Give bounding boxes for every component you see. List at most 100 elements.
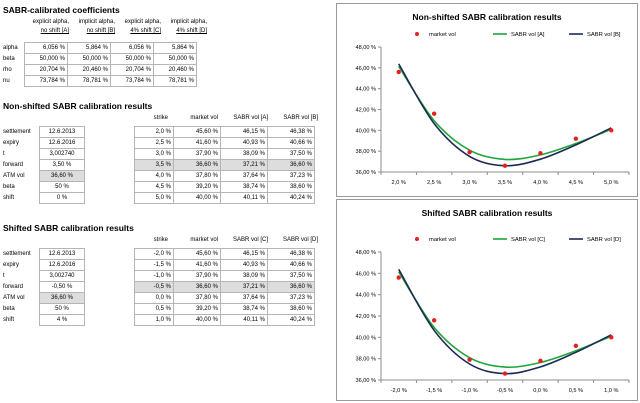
sabr-b-cell[interactable]: 40,24 %: [267, 192, 315, 204]
strike-cell[interactable]: -1,0 %: [134, 270, 174, 282]
coef-cell[interactable]: 50,000 %: [67, 53, 111, 65]
strike-cell[interactable]: 4,5 %: [134, 181, 174, 193]
param-value[interactable]: 3,002740: [39, 148, 85, 160]
sabr-b-cell[interactable]: 46,38 %: [267, 126, 315, 138]
strike-cell[interactable]: 3,5 %: [134, 159, 174, 171]
table-row: 3,5 % 36,60 % 37,21 % 36,60 %: [134, 159, 315, 171]
col-header: SABR vol [A]: [233, 115, 268, 121]
sabr-d-cell[interactable]: 40,24 %: [267, 314, 315, 326]
coef-label: alpha: [3, 45, 18, 51]
market-vol-cell[interactable]: 45,60 %: [173, 248, 221, 260]
coef-header-a1: explicit alpha,: [32, 19, 69, 25]
sabr-c-cell[interactable]: 37,21 %: [220, 281, 268, 293]
sabr-a-cell[interactable]: 37,64 %: [220, 170, 268, 182]
sabr-d-cell[interactable]: 37,23 %: [267, 292, 315, 304]
market-vol-cell[interactable]: 39,20 %: [173, 181, 221, 193]
strike-cell[interactable]: 0,5 %: [134, 303, 174, 315]
market-vol-cell[interactable]: 37,80 %: [173, 292, 221, 304]
coef-cell[interactable]: 78,781 %: [67, 75, 111, 87]
col-header: SABR vol [C]: [232, 237, 268, 243]
sabr-c-cell[interactable]: 38,74 %: [220, 303, 268, 315]
coef-cell[interactable]: 50,000 %: [24, 53, 68, 65]
strike-cell[interactable]: -1,5 %: [134, 259, 174, 271]
param-value[interactable]: 12.6.2013: [39, 126, 85, 138]
market-vol-cell[interactable]: 36,60 %: [173, 281, 221, 293]
coef-cell[interactable]: 6,056 %: [24, 42, 68, 54]
sabr-a-cell[interactable]: 38,09 %: [220, 148, 268, 160]
strike-cell[interactable]: -0,5 %: [134, 281, 174, 293]
strike-cell[interactable]: 5,0 %: [134, 192, 174, 204]
sabr-a-cell[interactable]: 46,15 %: [220, 126, 268, 138]
sabr-b-cell[interactable]: 38,60 %: [267, 181, 315, 193]
y-tick-label: 46,00 %: [355, 271, 376, 277]
sabr-c-cell[interactable]: 37,64 %: [220, 292, 268, 304]
sabr-b-cell[interactable]: 36,60 %: [267, 159, 315, 171]
table-row: 2,0 % 45,60 % 46,15 % 46,38 %: [134, 126, 315, 138]
market-vol-cell[interactable]: 40,00 %: [173, 314, 221, 326]
coef-cell[interactable]: 20,704 %: [110, 64, 154, 76]
coef-cell[interactable]: 73,784 %: [24, 75, 68, 87]
market-vol-point: [431, 318, 437, 323]
sabr-b-cell[interactable]: 40,66 %: [267, 137, 315, 149]
sabr-a-cell[interactable]: 38,74 %: [220, 181, 268, 193]
param-value[interactable]: 36,60 %: [39, 170, 85, 182]
sabr-d-cell[interactable]: 36,60 %: [267, 281, 315, 293]
coef-cell[interactable]: 5,864 %: [153, 42, 197, 54]
sabr-c-cell[interactable]: 40,11 %: [220, 314, 268, 326]
param-value[interactable]: 3,50 %: [39, 159, 85, 171]
market-vol-cell[interactable]: 37,90 %: [173, 270, 221, 282]
sabr-d-cell[interactable]: 38,60 %: [267, 303, 315, 315]
coef-row-beta: beta 50,000 % 50,000 % 50,000 % 50,000 %: [3, 53, 197, 65]
param-value[interactable]: 12.6.2016: [39, 259, 85, 271]
sabr-b-cell[interactable]: 37,23 %: [267, 170, 315, 182]
nonshifted-chart[interactable]: Non-shifted SABR calibration results 36,…: [336, 3, 638, 197]
param-value[interactable]: 50 %: [39, 303, 85, 315]
market-vol-cell[interactable]: 37,80 %: [173, 170, 221, 182]
market-vol-cell[interactable]: 39,20 %: [173, 303, 221, 315]
market-vol-cell[interactable]: 36,60 %: [173, 159, 221, 171]
sabr-a-cell[interactable]: 40,11 %: [220, 192, 268, 204]
x-tick-label: 0,0 %: [533, 388, 547, 394]
param-value[interactable]: 3,002740: [39, 270, 85, 282]
param-value[interactable]: -0,50 %: [39, 281, 85, 293]
sabr-c-cell[interactable]: 46,15 %: [220, 248, 268, 260]
strike-cell[interactable]: 2,0 %: [134, 126, 174, 138]
market-vol-cell[interactable]: 41,60 %: [173, 137, 221, 149]
sabr-c-cell[interactable]: 40,93 %: [220, 259, 268, 271]
coef-cell[interactable]: 20,460 %: [67, 64, 111, 76]
coef-cell[interactable]: 50,000 %: [110, 53, 154, 65]
coef-cell[interactable]: 50,000 %: [153, 53, 197, 65]
coef-cell[interactable]: 20,460 %: [153, 64, 197, 76]
strike-cell[interactable]: -2,0 %: [134, 248, 174, 260]
strike-cell[interactable]: 0,0 %: [134, 292, 174, 304]
sabr-a-cell[interactable]: 40,93 %: [220, 137, 268, 149]
strike-cell[interactable]: 1,0 %: [134, 314, 174, 326]
param-value[interactable]: 36,60 %: [39, 292, 85, 304]
param-value[interactable]: 4 %: [39, 314, 85, 326]
sabr-c-cell[interactable]: 38,09 %: [220, 270, 268, 282]
coef-cell[interactable]: 73,784 %: [110, 75, 154, 87]
strike-cell[interactable]: 4,0 %: [134, 170, 174, 182]
param-value[interactable]: 0 %: [39, 192, 85, 204]
sabr-a-cell[interactable]: 37,21 %: [220, 159, 268, 171]
param-value[interactable]: 12.6.2016: [39, 137, 85, 149]
param-value[interactable]: 50 %: [39, 181, 85, 193]
coef-cell[interactable]: 6,056 %: [110, 42, 154, 54]
market-vol-cell[interactable]: 45,60 %: [173, 126, 221, 138]
market-vol-cell[interactable]: 40,00 %: [173, 192, 221, 204]
sabr-d-cell[interactable]: 40,66 %: [267, 259, 315, 271]
shifted-chart[interactable]: Shifted SABR calibration results 36,00 %…: [336, 199, 638, 401]
market-vol-cell[interactable]: 41,60 %: [173, 259, 221, 271]
strike-cell[interactable]: 3,0 %: [134, 148, 174, 160]
sabr-d-cell[interactable]: 37,50 %: [267, 270, 315, 282]
param-value[interactable]: 12.6.2013: [39, 248, 85, 260]
y-tick-label: 42,00 %: [355, 314, 376, 320]
strike-cell[interactable]: 2,5 %: [134, 137, 174, 149]
market-vol-cell[interactable]: 37,90 %: [173, 148, 221, 160]
coef-cell[interactable]: 78,781 %: [153, 75, 197, 87]
col-header: market vol: [190, 115, 218, 121]
coef-cell[interactable]: 5,864 %: [67, 42, 111, 54]
sabr-d-cell[interactable]: 46,38 %: [267, 248, 315, 260]
coef-cell[interactable]: 20,704 %: [24, 64, 68, 76]
sabr-b-cell[interactable]: 37,50 %: [267, 148, 315, 160]
